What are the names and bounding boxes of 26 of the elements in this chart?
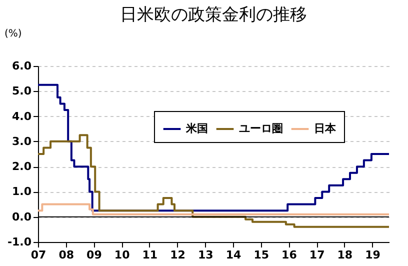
x-tick-label: 14 (226, 248, 242, 262)
y-axis-title: (%) (4, 28, 22, 40)
legend-label: ユーロ圏 (239, 122, 283, 135)
y-tick-label: 3.0 (12, 134, 32, 148)
x-tick-label: 13 (198, 248, 214, 262)
x-tick-label: 15 (254, 248, 270, 262)
y-tick-label: 0.0 (12, 210, 32, 224)
y-tick-label: 5.0 (12, 84, 32, 98)
y-tick-label: -1.0 (7, 236, 32, 248)
y-tick-label: 4.0 (12, 110, 32, 123)
x-tick-label: 11 (142, 248, 158, 262)
x-tick-label: 07 (30, 248, 46, 262)
y-tick-label: 1.0 (12, 185, 32, 198)
x-tick-label: 09 (86, 248, 102, 262)
chart-title: 日米欧の政策金利の推移 (120, 5, 307, 25)
legend-label: 日本 (314, 122, 337, 135)
x-tick-label: 12 (170, 248, 186, 262)
x-tick-label: 10 (114, 248, 130, 262)
y-tick-label: 6.0 (12, 60, 32, 72)
x-tick-label: 19 (365, 248, 380, 262)
legend-label: 米国 (185, 122, 208, 135)
x-tick-label: 17 (309, 248, 325, 262)
y-tick-label: 2.0 (12, 160, 32, 174)
x-tick-label: 16 (282, 248, 298, 262)
x-tick-label: 08 (58, 248, 74, 262)
x-tick-label: 18 (337, 248, 353, 262)
